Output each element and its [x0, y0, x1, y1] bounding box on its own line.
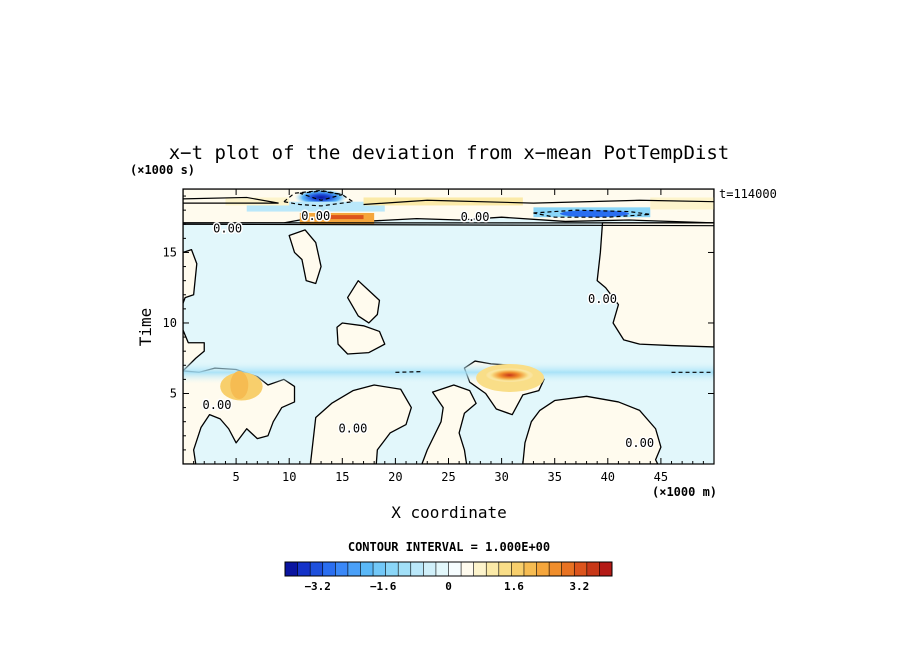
x-axis-label: X coordinate — [391, 503, 507, 522]
colorbar-cell — [461, 562, 475, 576]
colorbar-cell — [448, 562, 462, 576]
positive-area — [309, 384, 412, 464]
colorbar-cell — [285, 562, 299, 576]
contour-field: 0.00 0.00 0.00 0.00 0.00 0.00 0.00 — [183, 189, 714, 464]
contour-label: 0.00 — [461, 210, 490, 224]
colorbar-cell — [385, 562, 399, 576]
contour-label: 0.00 — [588, 292, 617, 306]
colorbar-cell — [574, 562, 588, 576]
colorbar-cell — [360, 562, 374, 576]
positive-area — [522, 395, 662, 464]
contour-interval-label: CONTOUR INTERVAL = 1.000E+00 — [348, 540, 550, 554]
y-tick-label: 10 — [163, 316, 177, 330]
cool-band — [183, 361, 714, 384]
colorbar-tick-label: −3.2 — [304, 580, 331, 593]
contour-label: 0.00 — [301, 209, 330, 223]
warm-patch-mid — [485, 368, 534, 383]
positive-area — [421, 384, 477, 464]
colorbar-cell — [549, 562, 563, 576]
warm-strip-right — [650, 197, 714, 210]
colorbar-cell — [473, 562, 487, 576]
x-tick-label: 5 — [232, 470, 239, 484]
positive-area — [336, 322, 386, 355]
colorbar-tick-label: 1.6 — [504, 580, 524, 593]
cold-band-right — [560, 210, 630, 218]
positive-area — [596, 222, 714, 348]
contour-line — [183, 196, 279, 204]
colorbar-cell — [373, 562, 387, 576]
y-unit-label: (×1000 s) — [130, 163, 195, 177]
contour-line — [363, 199, 714, 206]
y-axis-label: Time — [136, 308, 155, 347]
warm-strip-left — [225, 197, 290, 206]
x-tick-label: 15 — [335, 470, 349, 484]
contour-line — [533, 209, 651, 218]
colorbar-cell — [322, 562, 336, 576]
contour-label: 0.00 — [203, 398, 232, 412]
contour-label: 0.00 — [213, 221, 242, 235]
x-tick-label: 20 — [388, 470, 402, 484]
time-stamp-label: t=114000 — [719, 187, 777, 201]
contour-label: 0.00 — [625, 436, 654, 450]
colorbar-cell — [561, 562, 575, 576]
x-tick-label: 45 — [654, 470, 668, 484]
colorbar-cell — [536, 562, 550, 576]
cool-strip — [246, 201, 385, 212]
colorbar-cell — [498, 562, 512, 576]
x-unit-label: (×1000 m) — [652, 485, 717, 499]
colorbar-cell — [586, 562, 600, 576]
positive-area — [288, 229, 322, 285]
colorbar-tick-label: −1.6 — [370, 580, 397, 593]
contour-label: 0.00 — [338, 422, 367, 436]
colorbar: −3.2 −1.6 0 1.6 3.2 — [284, 561, 613, 593]
positive-area — [346, 280, 381, 324]
colorbar-cell — [486, 562, 500, 576]
contour-line — [183, 223, 714, 227]
x-tick-label: 25 — [441, 470, 455, 484]
y-tick-label: 15 — [163, 245, 177, 259]
y-tick-label: 5 — [170, 386, 177, 400]
contour-line — [395, 371, 422, 373]
x-tick-label: 40 — [601, 470, 615, 484]
warm-strip-mid — [363, 197, 523, 206]
colorbar-cell — [297, 562, 311, 576]
colorbar-cell — [398, 562, 412, 576]
x-tick-label: 35 — [547, 470, 561, 484]
colorbar-cell — [310, 562, 324, 576]
axis-ticks: 5 10 15 20 25 30 35 40 45 5 10 15 — [163, 189, 714, 484]
colorbar-cell — [335, 562, 349, 576]
colorbar-cell — [511, 562, 525, 576]
chart-title: x−t plot of the deviation from x−mean Po… — [169, 142, 730, 164]
colorbar-cell — [423, 562, 437, 576]
x-tick-label: 10 — [282, 470, 296, 484]
warm-patch-left-core — [230, 371, 249, 400]
warm-band-core — [315, 215, 364, 220]
x-tick-label: 30 — [494, 470, 508, 484]
colorbar-cell — [435, 562, 449, 576]
colorbar-cell — [523, 562, 538, 576]
colorbar-cell — [410, 562, 424, 576]
colorbar-cell — [599, 562, 613, 576]
colorbar-tick-label: 3.2 — [569, 580, 589, 593]
colorbar-cell — [347, 562, 361, 576]
colorbar-tick-label: 0 — [445, 580, 452, 593]
